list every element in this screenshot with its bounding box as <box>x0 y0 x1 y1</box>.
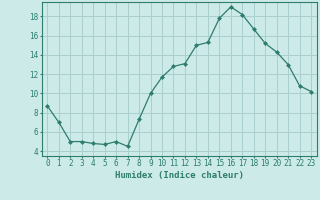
X-axis label: Humidex (Indice chaleur): Humidex (Indice chaleur) <box>115 171 244 180</box>
